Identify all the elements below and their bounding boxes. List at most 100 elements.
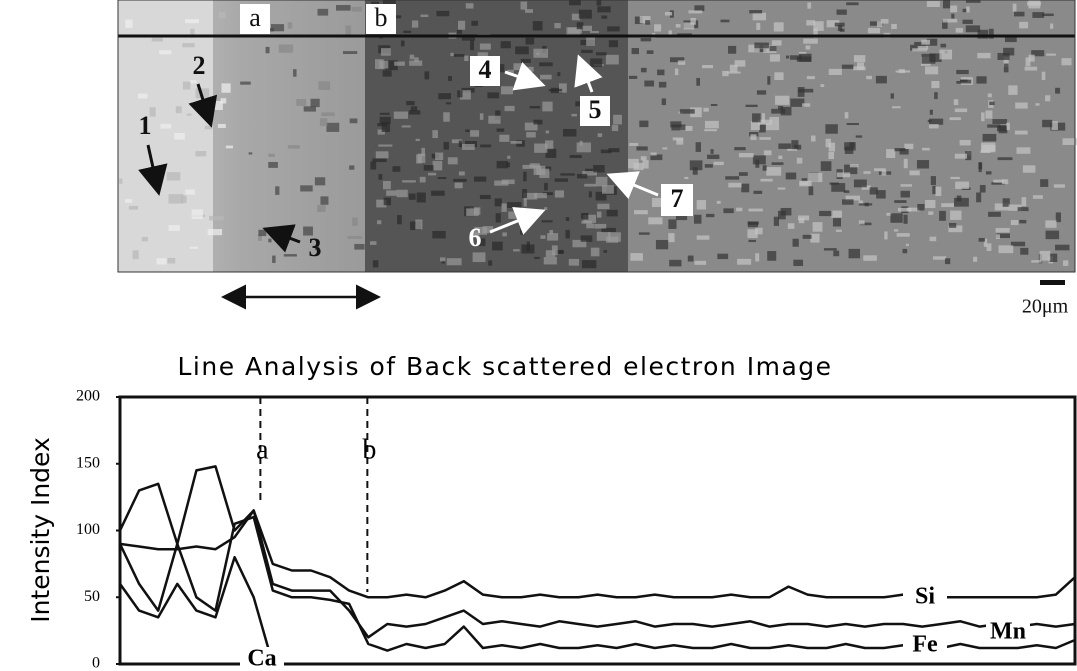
texture-spot: [612, 125, 618, 131]
texture-spot: [931, 81, 939, 88]
texture-spot: [630, 253, 643, 261]
texture-spot: [119, 179, 122, 184]
texture-spot: [833, 251, 839, 257]
texture-spot: [487, 92, 499, 98]
texture-spot: [507, 202, 521, 208]
texture-spot: [866, 76, 872, 79]
texture-spot: [754, 43, 769, 49]
texture-spot: [508, 212, 521, 219]
texture-spot: [786, 173, 796, 180]
texture-spot: [717, 254, 728, 259]
texture-spot: [997, 126, 1007, 131]
texture-spot: [703, 108, 708, 112]
texture-spot: [271, 24, 284, 31]
texture-spot: [774, 22, 784, 31]
texture-spot: [966, 1, 981, 3]
texture-spot: [987, 243, 992, 251]
y-axis-label: Intensity Index: [26, 437, 55, 623]
texture-spot: [884, 231, 887, 239]
texture-spot: [436, 11, 449, 16]
texture-spot: [957, 196, 962, 202]
texture-spot: [488, 260, 492, 265]
texture-spot: [648, 217, 662, 224]
texture-spot: [133, 250, 139, 259]
series-label: Mn: [990, 619, 1026, 645]
texture-spot: [1046, 54, 1056, 56]
texture-spot: [753, 191, 762, 194]
texture-spot: [129, 206, 138, 210]
texture-spot: [670, 121, 681, 127]
texture-spot: [632, 48, 639, 54]
texture-spot: [662, 98, 666, 105]
texture-spot: [793, 239, 799, 247]
texture-spot: [1011, 220, 1019, 225]
texture-spot: [597, 0, 602, 5]
texture-spot: [702, 65, 713, 68]
texture-spot: [752, 113, 761, 122]
texture-spot: [645, 20, 650, 25]
texture-spot: [226, 146, 233, 149]
texture-spot: [258, 230, 266, 236]
texture-spot: [381, 48, 391, 56]
texture-spot: [1040, 179, 1048, 187]
texture-spot: [457, 30, 462, 34]
texture-spot: [723, 208, 733, 213]
texture-spot: [787, 149, 797, 151]
texture-spot: [557, 72, 560, 76]
texture-spot: [696, 78, 700, 86]
texture-spot: [892, 106, 901, 108]
texture-spot: [522, 189, 527, 198]
texture-spot: [828, 152, 834, 159]
texture-spot: [1004, 64, 1009, 73]
texture-spot: [1015, 103, 1028, 109]
texture-spot: [542, 220, 553, 222]
texture-spot: [601, 15, 607, 18]
texture-spot: [750, 134, 756, 140]
texture-spot: [1028, 0, 1040, 8]
texture-spot: [778, 211, 786, 220]
texture-spot: [977, 53, 990, 58]
texture-spot: [539, 62, 553, 66]
texture-spot: [380, 113, 390, 115]
texture-spot: [409, 194, 416, 200]
texture-spot: [935, 187, 941, 196]
texture-spot: [988, 212, 1001, 217]
texture-spot: [788, 223, 795, 229]
texture-spot: [1032, 12, 1044, 18]
region-bright: [118, 0, 213, 272]
texture-spot: [392, 166, 400, 172]
texture-spot: [748, 209, 762, 212]
texture-spot: [417, 192, 426, 202]
texture-spot: [416, 139, 420, 141]
texture-spot: [497, 128, 505, 131]
texture-spot: [138, 94, 147, 99]
texture-spot: [749, 10, 762, 13]
texture-spot: [459, 141, 462, 147]
marker-label: 2: [193, 51, 206, 80]
texture-spot: [767, 251, 776, 261]
texture-spot: [894, 229, 898, 231]
texture-spot: [1063, 260, 1068, 266]
texture-spot: [845, 112, 849, 118]
texture-spot: [496, 213, 501, 222]
texture-spot: [581, 235, 593, 241]
texture-spot: [450, 53, 453, 56]
texture-spot: [847, 123, 859, 125]
texture-spot: [917, 204, 924, 210]
texture-spot: [378, 145, 392, 147]
texture-spot: [844, 190, 850, 193]
texture-spot: [156, 258, 166, 264]
series-label: Si: [915, 584, 935, 610]
texture-spot: [183, 82, 190, 90]
texture-spot: [644, 81, 654, 87]
texture-spot: [352, 7, 362, 12]
texture-spot: [412, 20, 418, 27]
texture-spot: [1046, 231, 1060, 240]
texture-spot: [266, 47, 270, 53]
texture-spot: [690, 18, 695, 25]
texture-spot: [530, 106, 541, 108]
texture-spot: [954, 99, 958, 105]
texture-spot: [985, 110, 992, 118]
texture-spot: [890, 213, 902, 223]
texture-spot: [1006, 123, 1010, 130]
